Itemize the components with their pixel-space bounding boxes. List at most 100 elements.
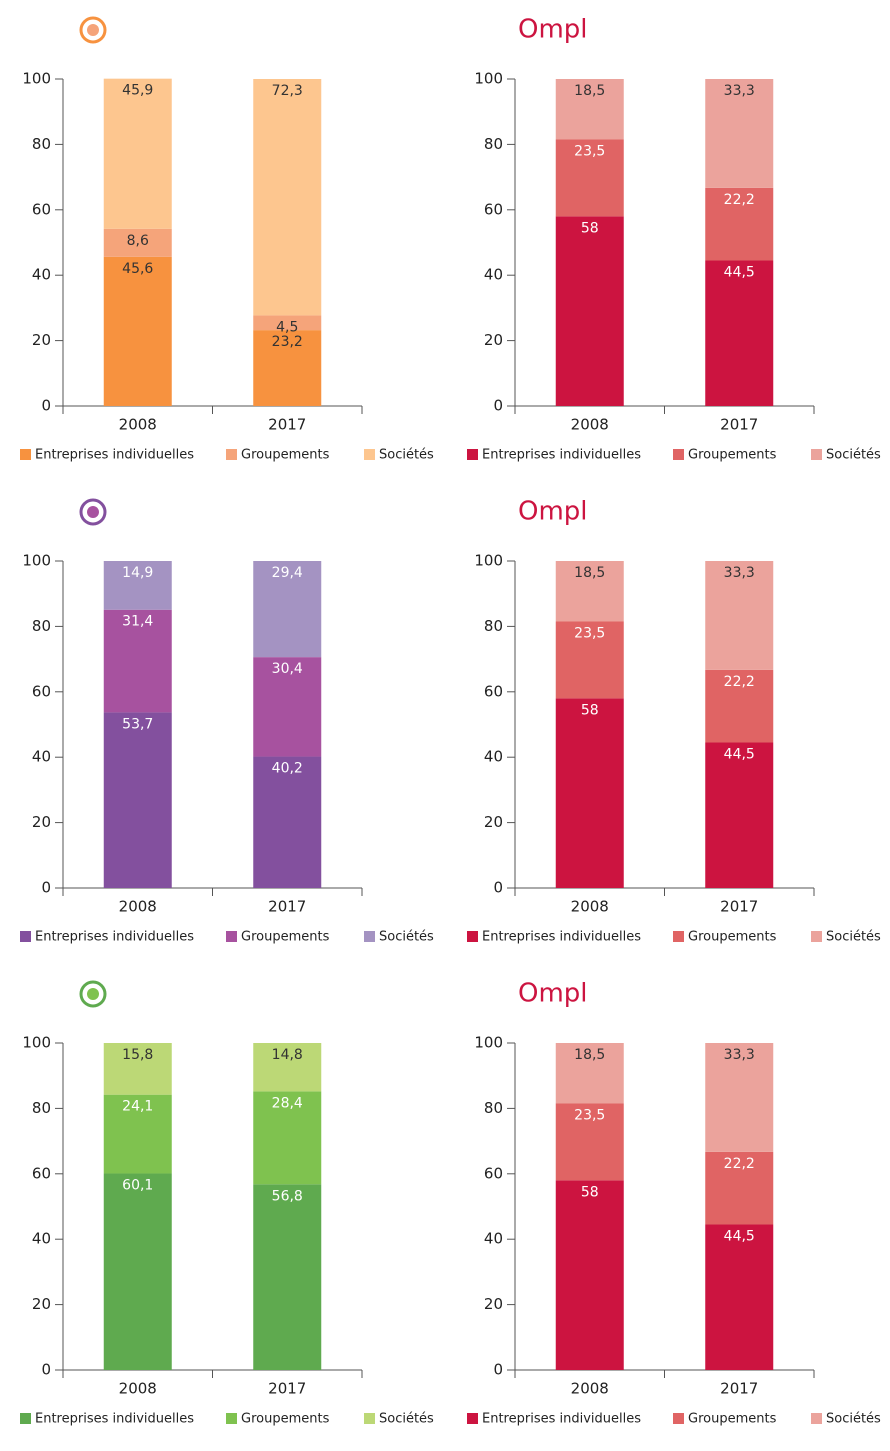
y-tick-label: 0 [41,879,51,897]
x-tick-label: 2008 [571,416,609,434]
y-tick-label: 0 [493,879,503,897]
bar-segment [253,330,322,406]
legend-label: Groupements [241,1412,330,1427]
y-tick-label: 0 [41,397,51,415]
data-label: 56,8 [272,1188,303,1204]
legend-swatch [226,449,237,460]
data-label: 23,5 [574,143,605,159]
bar-segment [103,561,172,610]
legend-label: Groupements [241,448,330,463]
y-tick-label: 80 [484,135,503,153]
y-tick-label: 100 [22,70,51,88]
bar-segment [555,216,624,406]
icon-ring [79,980,107,1008]
legend-label: Sociétés [379,1412,434,1427]
data-label: 33,3 [724,1047,755,1063]
bar-segment [103,609,172,713]
y-tick-label: 40 [32,748,51,766]
bar-segment [705,187,774,261]
y-tick-label: 80 [484,617,503,635]
legend-label: Sociétés [826,930,881,945]
bar-segment [253,1184,322,1370]
y-tick-label: 40 [484,748,503,766]
icon-core [87,506,99,518]
legend-swatch [467,449,478,460]
legend-label: Entreprises individuelles [35,1412,194,1427]
bar-segment [253,756,322,888]
y-tick-label: 80 [32,135,51,153]
x-tick-label: 2008 [119,1380,157,1398]
x-tick-label: 2017 [720,416,758,434]
data-label: 22,2 [724,1156,755,1172]
data-label: 24,1 [122,1099,153,1115]
legend-swatch [226,931,237,942]
data-label: 14,8 [272,1047,303,1063]
legend-label: Groupements [688,448,777,463]
bar-segment [253,79,322,316]
legend-swatch [811,1413,822,1424]
legend-label: Groupements [241,930,330,945]
y-tick-label: 60 [484,682,503,700]
legend-swatch [20,449,31,460]
bar-segment [555,79,624,140]
data-label: 18,5 [574,1047,605,1063]
bar-segment [555,561,624,622]
data-label: 28,4 [272,1095,303,1111]
logo: Ompl [518,497,588,527]
y-tick-label: 20 [32,331,51,349]
legend-swatch [673,449,684,460]
bar-segment [103,256,172,406]
y-tick-label: 40 [32,266,51,284]
data-label: 58 [581,220,599,236]
y-tick-label: 40 [32,1230,51,1248]
data-label: 45,9 [122,83,153,99]
legend-swatch [20,931,31,942]
data-label: 40,2 [272,761,303,777]
legend-label: Sociétés [379,448,434,463]
y-tick-label: 60 [484,200,503,218]
legend-swatch [467,1413,478,1424]
data-label: 23,2 [272,334,303,350]
data-label: 30,4 [272,661,303,677]
x-tick-label: 2017 [720,1380,758,1398]
y-tick-label: 100 [22,1034,51,1052]
legend-label: Sociétés [826,1412,881,1427]
legend-label: Entreprises individuelles [35,930,194,945]
legend-swatch [364,931,375,942]
legend-label: Sociétés [826,448,881,463]
y-tick-label: 0 [493,1361,503,1379]
data-label: 33,3 [724,565,755,581]
legend-label: Groupements [688,930,777,945]
legend-swatch [20,1413,31,1424]
bar-segment [705,79,774,188]
chart-panel: 0 20 40 60 80 100 2008 2017 60,1 24,1 15,8 56,8 28,4… [20,980,434,1427]
data-label: 18,5 [574,565,605,581]
data-label: 58 [581,1184,599,1200]
data-label: 58 [581,702,599,718]
legend-swatch [364,1413,375,1424]
chart-panel: Ompl 0 20 40 60 80 100 2008 2017 58 23,5 18,5 44,5 22… [467,979,881,1427]
bar-segment [705,1224,774,1370]
data-label: 45,6 [122,261,153,277]
logo: Ompl [518,979,588,1009]
chart-panel: 0 20 40 60 80 100 2008 2017 45,6 8,6 45,9 23,24,5 72… [20,16,434,463]
legend-swatch [673,931,684,942]
bar-segment [705,260,774,406]
legend-swatch [364,449,375,460]
icon [79,980,107,1008]
y-tick-label: 100 [22,552,51,570]
legend-label: Sociétés [379,930,434,945]
legend-label: Groupements [688,1412,777,1427]
y-tick-label: 60 [32,200,51,218]
data-label: 14,9 [122,565,153,581]
y-tick-label: 100 [474,552,503,570]
data-label: 60,1 [122,1177,153,1193]
data-label: 44,5 [724,746,755,762]
x-tick-label: 2008 [119,416,157,434]
data-label: 33,3 [724,83,755,99]
logo: Ompl [518,15,588,45]
legend-swatch [811,931,822,942]
legend-swatch [673,1413,684,1424]
data-label: 53,7 [122,716,153,732]
icon [79,16,107,44]
